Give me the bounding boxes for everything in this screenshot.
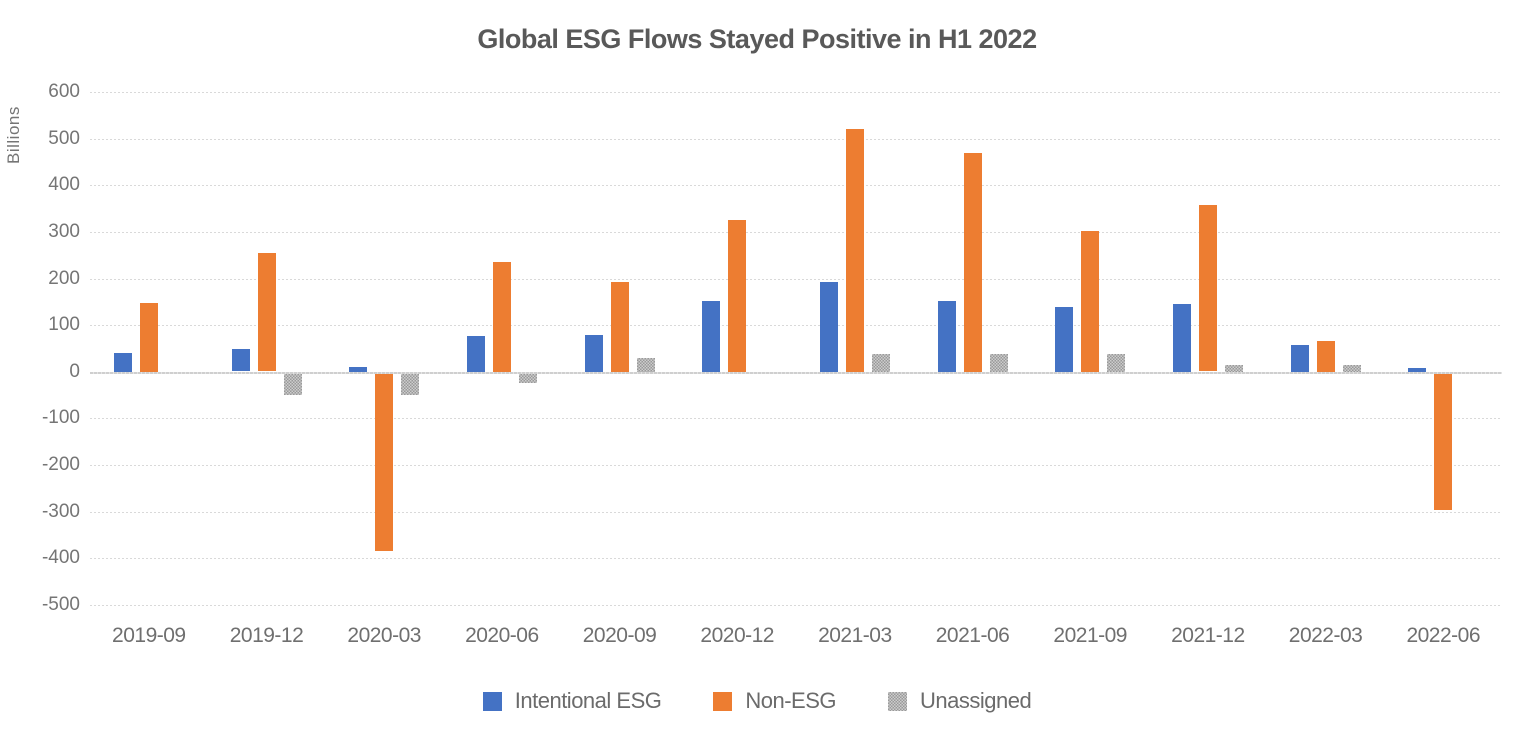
- bar-non-esg: [375, 374, 393, 551]
- x-axis-label: 2020-12: [700, 624, 774, 647]
- bar-intentional-esg: [232, 349, 250, 371]
- gridline: [90, 185, 1502, 186]
- zero-gridline: [90, 372, 1502, 374]
- gridline: [90, 325, 1502, 326]
- bar-intentional-esg: [585, 335, 603, 372]
- y-tick-label: 200: [48, 268, 80, 289]
- bar-non-esg: [1317, 341, 1335, 372]
- bar-intentional-esg: [1173, 304, 1191, 372]
- y-tick-label: -500: [41, 594, 80, 615]
- legend-swatch-unassigned: [888, 691, 908, 711]
- bar-intentional-esg: [938, 301, 956, 372]
- bar-unassigned: [990, 354, 1008, 372]
- chart-title: Global ESG Flows Stayed Positive in H1 2…: [477, 24, 1037, 54]
- bar-intentional-esg: [467, 336, 485, 372]
- gridline: [90, 558, 1502, 559]
- bar-non-esg: [258, 253, 276, 371]
- gridline: [90, 418, 1502, 419]
- y-tick-label: 500: [48, 128, 80, 149]
- legend-swatch-non-esg: [713, 691, 733, 711]
- x-axis-label: 2020-06: [465, 624, 539, 647]
- y-tick-label: 0: [69, 361, 80, 382]
- bar-non-esg: [140, 303, 158, 372]
- bar-non-esg: [846, 129, 864, 372]
- y-tick-label: -100: [41, 407, 80, 428]
- x-axis-label: 2022-06: [1406, 624, 1481, 647]
- bar-unassigned: [1225, 365, 1243, 372]
- legend-swatch-intentional-esg: [482, 691, 502, 711]
- bar-non-esg: [1434, 374, 1452, 510]
- x-axis-label: 2019-09: [112, 624, 186, 647]
- bar-non-esg: [1081, 231, 1099, 372]
- x-axis-label: 2021-06: [935, 624, 1010, 647]
- legend-item-non-esg: Non-ESG: [713, 688, 837, 714]
- bar-intentional-esg: [702, 301, 720, 372]
- legend-label: Intentional ESG: [514, 688, 662, 713]
- gridline: [90, 232, 1502, 233]
- bar-unassigned: [872, 354, 890, 372]
- y-tick-label: -300: [41, 501, 80, 522]
- bar-intentional-esg: [1291, 345, 1309, 372]
- x-axis-label: 2020-09: [582, 624, 657, 647]
- y-tick-label: 300: [48, 221, 80, 242]
- bar-non-esg: [611, 282, 629, 372]
- bar-unassigned: [519, 374, 537, 383]
- legend: Intentional ESG Non-ESG Unassigned: [0, 688, 1514, 714]
- x-axis-label: 2020-03: [347, 624, 421, 647]
- x-axis-label: 2021-09: [1053, 624, 1127, 647]
- legend-label: Non-ESG: [745, 688, 837, 713]
- gridline: [90, 512, 1502, 513]
- x-axis-label: 2021-03: [818, 624, 892, 647]
- gridline: [90, 605, 1502, 606]
- bar-intentional-esg: [349, 367, 367, 372]
- gridline: [90, 279, 1502, 280]
- x-axis-label: 2022-03: [1288, 624, 1363, 647]
- y-tick-label: 400: [48, 174, 80, 195]
- gridline: [90, 465, 1502, 466]
- legend-item-unassigned: Unassigned: [888, 688, 1032, 714]
- bar-non-esg: [493, 262, 511, 372]
- bar-intentional-esg: [1408, 368, 1426, 372]
- x-axis-label: 2019-12: [229, 624, 304, 647]
- bar-intentional-esg: [1055, 307, 1073, 372]
- legend-item-intentional-esg: Intentional ESG: [482, 688, 662, 714]
- plot-area: [90, 92, 1502, 606]
- bar-intentional-esg: [820, 282, 838, 372]
- bar-unassigned: [1107, 354, 1125, 372]
- legend-label: Unassigned: [920, 688, 1032, 713]
- bar-non-esg: [1199, 205, 1217, 371]
- x-axis-label: 2021-12: [1171, 624, 1245, 647]
- bar-unassigned: [401, 374, 419, 395]
- y-tick-label: 100: [48, 314, 80, 335]
- y-tick-label: -400: [41, 547, 80, 568]
- bar-intentional-esg: [114, 353, 132, 372]
- bar-non-esg: [964, 153, 982, 372]
- gridline: [90, 92, 1502, 93]
- y-tick-label: 600: [48, 81, 80, 102]
- y-tick-label: -200: [41, 454, 80, 475]
- gridline: [90, 139, 1502, 140]
- x-axis: 2019-09 2019-12 2020-03 2020-06 2020-09 2020-…: [90, 624, 1502, 648]
- bar-unassigned: [284, 374, 302, 395]
- bar-unassigned: [1343, 365, 1361, 372]
- bar-non-esg: [728, 220, 746, 372]
- bar-unassigned: [637, 358, 655, 372]
